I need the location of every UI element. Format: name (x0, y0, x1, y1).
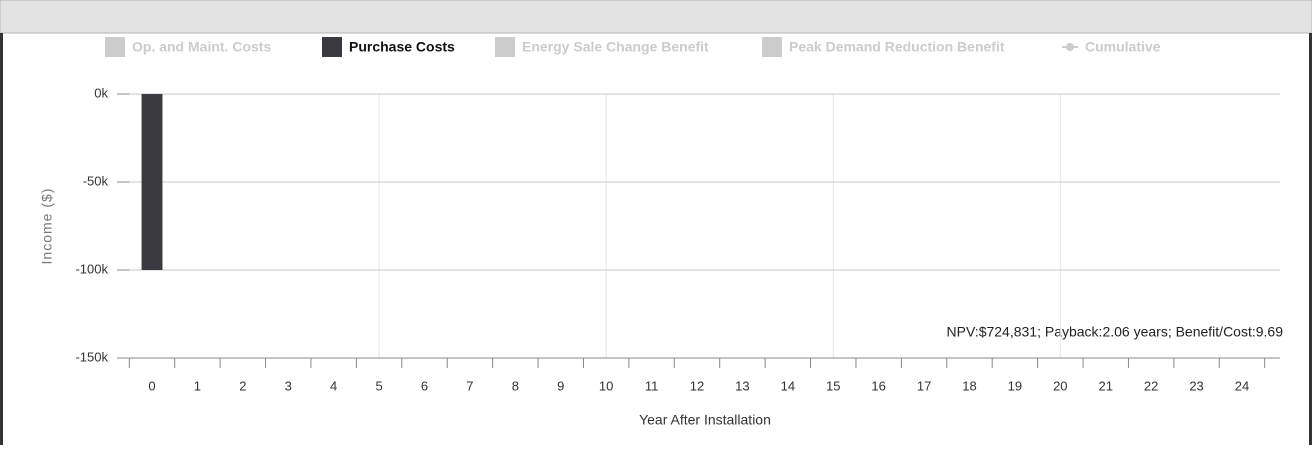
legend-label[interactable]: Purchase Costs (349, 39, 455, 55)
x-tick-label: 2 (239, 378, 246, 393)
x-tick-label: 0 (148, 378, 155, 393)
y-tick-label: -150k (75, 349, 108, 364)
x-tick-label: 4 (330, 378, 337, 393)
x-tick-label: 22 (1144, 378, 1158, 393)
panel-border (1309, 33, 1312, 445)
x-tick-label: 19 (1008, 378, 1022, 393)
x-tick-label: 16 (871, 378, 885, 393)
x-tick-label: 15 (826, 378, 840, 393)
y-tick-label: 0k (94, 85, 108, 100)
x-tick-label: 7 (466, 378, 473, 393)
legend-symbol (1066, 43, 1074, 51)
legend-symbol (322, 37, 342, 57)
panel-border (0, 33, 3, 445)
panel-header (0, 0, 1312, 34)
x-tick-label: 10 (599, 378, 613, 393)
bar (141, 94, 163, 270)
x-tick-label: 14 (781, 378, 795, 393)
x-tick-label: 9 (557, 378, 564, 393)
x-tick-label: 21 (1099, 378, 1113, 393)
legend-label[interactable]: Energy Sale Change Benefit (522, 39, 709, 55)
y-tick-label: -100k (75, 261, 108, 276)
x-tick-label: 12 (690, 378, 704, 393)
x-tick-label: 8 (512, 378, 519, 393)
legend-label[interactable]: Op. and Maint. Costs (132, 39, 271, 55)
x-tick-label: 5 (375, 378, 382, 393)
legend-label[interactable]: Cumulative (1085, 39, 1161, 55)
x-tick-label: 1 (194, 378, 201, 393)
legend-symbol (105, 37, 125, 57)
x-tick-label: 20 (1053, 378, 1067, 393)
legend-symbol (495, 37, 515, 57)
x-tick-label: 3 (285, 378, 292, 393)
y-tick-label: -50k (83, 173, 109, 188)
x-tick-label: 24 (1235, 378, 1249, 393)
x-tick-label: 23 (1189, 378, 1203, 393)
x-axis-title: Year After Installation (639, 412, 771, 428)
legend-label[interactable]: Peak Demand Reduction Benefit (789, 39, 1005, 55)
x-tick-label: 11 (645, 378, 659, 393)
annotation: NPV:$724,831; Payback:2.06 years; Benefi… (947, 324, 1284, 340)
x-tick-label: 17 (917, 378, 931, 393)
legend-symbol (762, 37, 782, 57)
x-tick-label: 13 (735, 378, 749, 393)
x-tick-label: 18 (962, 378, 976, 393)
x-tick-label: 6 (421, 378, 428, 393)
y-axis-title: Income ($) (39, 188, 55, 265)
